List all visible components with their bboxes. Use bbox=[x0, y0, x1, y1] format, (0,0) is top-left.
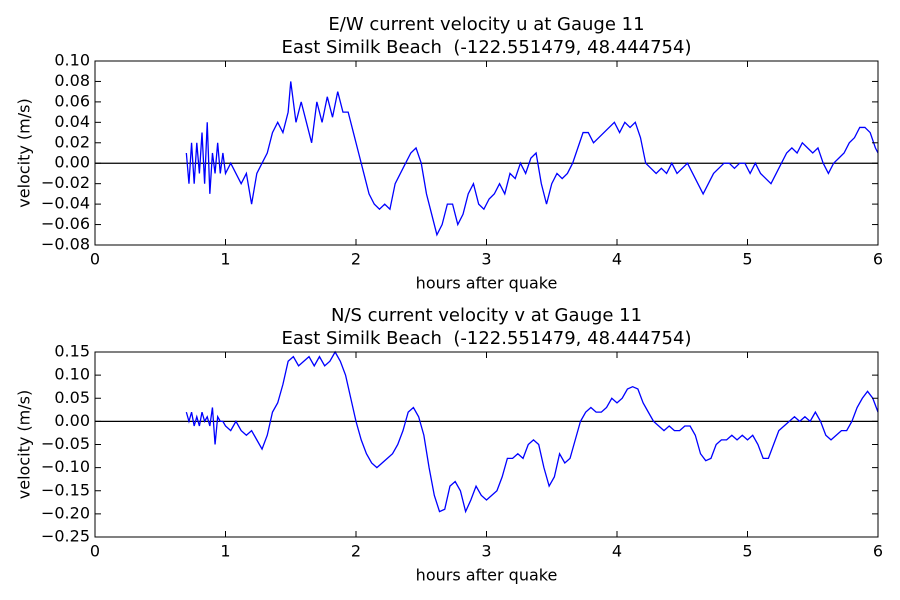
y-tick-label: 0.00 bbox=[54, 153, 90, 172]
y-tick-label: −0.15 bbox=[41, 480, 90, 499]
x-tick-label: 2 bbox=[351, 250, 361, 269]
x-axis-label: hours after quake bbox=[416, 274, 558, 293]
y-tick-label: −0.06 bbox=[41, 214, 90, 233]
x-tick-label: 6 bbox=[873, 542, 883, 561]
chart-subtitle: East Similk Beach (-122.551479, 48.44475… bbox=[282, 37, 692, 58]
x-tick-label: 1 bbox=[220, 250, 230, 269]
y-tick-label: −0.04 bbox=[41, 194, 90, 213]
chart-title: N/S current velocity v at Gauge 11 bbox=[331, 305, 642, 326]
x-tick-label: 3 bbox=[481, 250, 491, 269]
x-axis-label: hours after quake bbox=[416, 566, 558, 585]
y-tick-label: 0.05 bbox=[54, 388, 90, 407]
y-tick-label: 0.10 bbox=[54, 51, 90, 70]
x-tick-label: 4 bbox=[612, 542, 622, 561]
x-tick-label: 0 bbox=[90, 250, 100, 269]
data-line bbox=[185, 350, 879, 514]
x-tick-label: 0 bbox=[90, 542, 100, 561]
y-tick-label: −0.02 bbox=[41, 173, 90, 192]
y-tick-label: −0.08 bbox=[41, 235, 90, 254]
y-axis-label: velocity (m/s) bbox=[15, 98, 34, 207]
data-line bbox=[185, 81, 879, 237]
y-tick-label: −0.20 bbox=[41, 503, 90, 522]
y-tick-label: 0.02 bbox=[54, 132, 90, 151]
y-tick-label: −0.10 bbox=[41, 457, 90, 476]
y-tick-label: 0.15 bbox=[54, 342, 90, 361]
x-tick-label: 6 bbox=[873, 250, 883, 269]
y-tick-label: 0.04 bbox=[54, 112, 90, 131]
y-tick-label: −0.05 bbox=[41, 434, 90, 453]
y-tick-label: 0.08 bbox=[54, 71, 90, 90]
x-tick-label: 5 bbox=[742, 250, 752, 269]
y-axis-label: velocity (m/s) bbox=[15, 390, 34, 499]
chart-title: E/W current velocity u at Gauge 11 bbox=[328, 14, 644, 35]
x-tick-label: 4 bbox=[612, 250, 622, 269]
x-tick-label: 3 bbox=[481, 542, 491, 561]
y-tick-label: 0.00 bbox=[54, 411, 90, 430]
x-tick-label: 5 bbox=[742, 542, 752, 561]
y-tick-label: 0.06 bbox=[54, 91, 90, 110]
chart-subtitle: East Similk Beach (-122.551479, 48.44475… bbox=[282, 328, 692, 349]
x-tick-label: 2 bbox=[351, 542, 361, 561]
y-tick-label: 0.10 bbox=[54, 365, 90, 384]
plot-area bbox=[95, 61, 878, 245]
plot-area bbox=[95, 352, 878, 537]
x-tick-label: 1 bbox=[220, 542, 230, 561]
y-tick-label: −0.25 bbox=[41, 527, 90, 546]
